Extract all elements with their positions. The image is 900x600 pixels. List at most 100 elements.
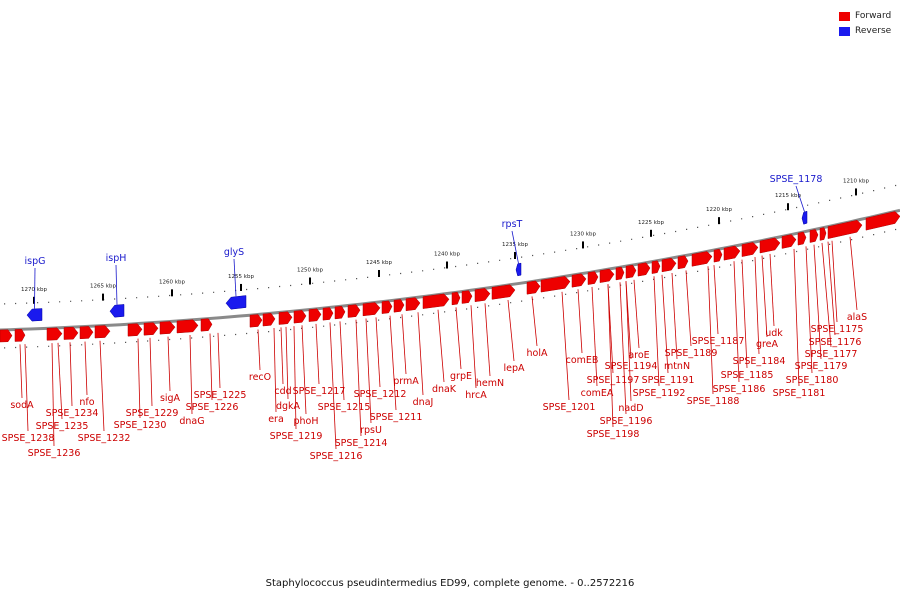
forward-gene-label: grpE	[450, 371, 472, 382]
forward-gene-arrow	[491, 284, 516, 300]
forward-gene-arrow	[637, 262, 651, 277]
forward-gene-arrow	[200, 318, 213, 332]
forward-leader-line	[813, 244, 822, 360]
forward-gene-arrow	[677, 255, 689, 270]
scale-tick-label: 1235 kbp	[502, 242, 528, 248]
forward-gene-arrow	[540, 276, 571, 293]
forward-gene-label: hemN	[476, 378, 504, 389]
forward-gene-label: SPSE_1215	[318, 402, 371, 413]
scale-tick-label: 1255 kbp	[228, 274, 254, 280]
scale-tick	[855, 188, 857, 196]
forward-gene-label: greA	[756, 339, 779, 350]
scale-tick	[582, 241, 584, 249]
forward-gene-label: udk	[765, 328, 783, 339]
reverse-leader-line	[233, 258, 237, 297]
forward-gene-label: SPSE_1188	[687, 396, 740, 407]
scale-tick	[787, 203, 789, 211]
scale-tick-label: 1260 kbp	[159, 279, 185, 285]
forward-gene-label: hrcA	[465, 390, 487, 401]
scale-tick	[446, 261, 448, 269]
forward-gene-arrow	[661, 257, 677, 273]
forward-leader-line	[805, 246, 813, 374]
forward-gene-arrow	[797, 231, 807, 246]
forward-leader-line	[137, 338, 141, 419]
forward-gene-label: rpsU	[360, 425, 382, 436]
forward-gene-arrow	[79, 326, 94, 340]
reverse-gene-arrow	[109, 304, 125, 318]
forward-gene-label: SPSE_1229	[126, 408, 179, 419]
scale-tick-label: 1215 kbp	[775, 193, 801, 199]
forward-leader-line	[19, 344, 23, 399]
legend-forward: Forward	[839, 9, 891, 23]
forward-gene-arrow	[308, 308, 322, 322]
reverse-gene-label: SPSE_1178	[770, 174, 823, 185]
scale-tick	[650, 229, 652, 237]
forward-gene-label: SPSE_1219	[270, 431, 323, 442]
forward-gene-arrow	[827, 219, 863, 239]
forward-gene-label: SPSE_1187	[692, 336, 745, 347]
forward-gene-label: SPSE_1214	[335, 438, 388, 449]
forward-gene-label: SPSE_1196	[600, 416, 653, 427]
forward-gene-arrow	[422, 293, 450, 309]
forward-leader-line	[761, 255, 768, 338]
forward-gene-label: SPSE_1186	[713, 384, 766, 395]
forward-gene-label: sodA	[10, 400, 34, 411]
forward-gene-arrow	[249, 314, 263, 328]
scale-tick	[718, 217, 720, 225]
forward-gene-arrow	[625, 264, 637, 279]
forward-leader-line	[633, 279, 640, 349]
forward-gene-arrow	[526, 280, 541, 295]
forward-leader-line	[99, 340, 105, 432]
forward-gene-label: comEB	[566, 355, 599, 366]
forward-gene-label: SPSE_1176	[809, 337, 862, 348]
forward-leader-line	[84, 341, 88, 396]
forward-gene-label: aroE	[628, 350, 649, 361]
forward-gene-label: SPSE_1192	[633, 388, 686, 399]
forward-leader-line	[625, 281, 632, 402]
forward-gene-label: SPSE_1184	[733, 356, 786, 367]
forward-swatch	[839, 11, 850, 21]
forward-gene-arrow	[741, 242, 759, 257]
forward-gene-label: SPSE_1230	[114, 420, 167, 431]
forward-gene-arrow	[691, 251, 713, 267]
scale-tick	[514, 251, 516, 259]
forward-gene-label: dnaG	[179, 416, 204, 427]
forward-gene-label: SPSE_1191	[642, 375, 695, 386]
scale-tick	[309, 277, 311, 285]
forward-leader-line	[217, 332, 221, 389]
forward-gene-label: SPSE_1180	[786, 375, 839, 386]
reverse-gene-label: ispG	[25, 256, 46, 267]
legend-reverse: Reverse	[839, 24, 891, 38]
backbone-line	[0, 208, 900, 332]
scale-tick-label: 1220 kbp	[706, 207, 732, 213]
forward-gene-label: SPSE_1197	[587, 375, 640, 386]
forward-leader-line	[754, 256, 760, 355]
caption: Staphylococcus pseudintermedius ED99, co…	[265, 578, 635, 589]
reverse-gene-arrow	[26, 308, 43, 322]
forward-gene-label: SPSE_1236	[28, 448, 81, 459]
forward-gene-arrow	[322, 307, 334, 321]
forward-gene-label: SPSE_1211	[370, 412, 423, 423]
forward-leader-line	[389, 315, 397, 411]
scale-tick-label: 1250 kbp	[297, 268, 323, 274]
forward-leader-line	[561, 291, 570, 401]
forward-gene-label: SPSE_1185	[721, 370, 774, 381]
scale-tick-label: 1230 kbp	[570, 231, 596, 237]
forward-gene-label: nadD	[618, 403, 643, 414]
forward-leader-line	[619, 282, 627, 415]
forward-gene-arrow	[809, 229, 819, 243]
forward-gene-label: dnaK	[432, 384, 457, 395]
forward-leader-line	[821, 242, 832, 348]
scale-tick-label: 1270 kbp	[21, 287, 47, 293]
forward-leader-line	[315, 323, 320, 385]
forward-leader-line	[531, 296, 538, 347]
forward-leader-line	[591, 286, 598, 387]
forward-gene-label: SPSE_1179	[795, 361, 848, 372]
forward-leader-line	[339, 321, 345, 401]
forward-leader-line	[713, 265, 719, 335]
scale-tick-label: 1225 kbp	[638, 220, 664, 226]
forward-leader-line	[355, 319, 362, 437]
reverse-swatch	[839, 26, 850, 36]
forward-gene-label: SPSE_1189	[665, 348, 718, 359]
